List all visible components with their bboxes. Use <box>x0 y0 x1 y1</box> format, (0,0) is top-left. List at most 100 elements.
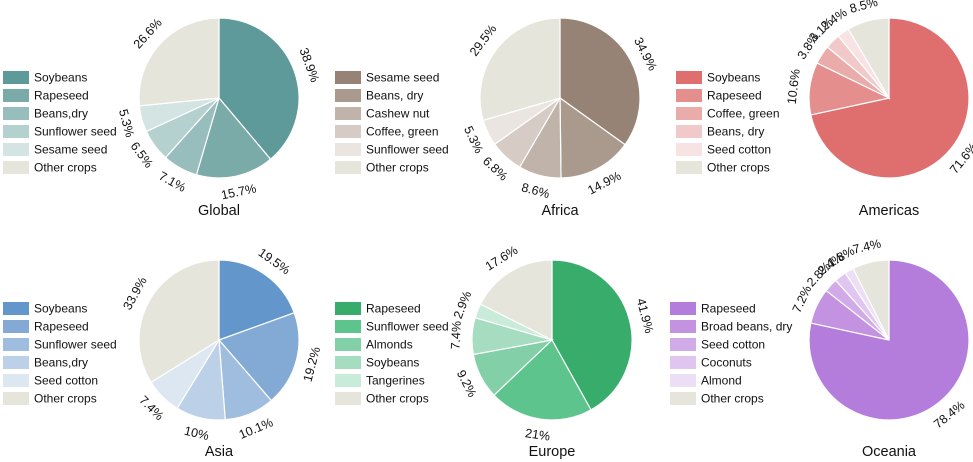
legend: Rapeseed Broad beans, dry Seed cotton Cocon… <box>670 302 792 406</box>
slice-percent-label-almonds: 9.2% <box>454 368 479 400</box>
legend-swatch-seed-cotton <box>3 374 29 387</box>
legend: Rapeseed Sunflower seed Almonds Soybeans Tan… <box>335 302 449 406</box>
pie-panel-global: 38.9%15.7%7.1%6.5%5.3%26.6%SoybeansRapes… <box>3 16 322 219</box>
legend-label-soybeans: Soybeans <box>366 356 419 370</box>
slice-percent-label-other-crops: 7.4% <box>851 237 882 257</box>
legend-swatch-other-crops <box>335 161 361 174</box>
legend: Soybeans Rapeseed Sunflower seed Beans,dry S… <box>3 302 117 406</box>
legend-label-rapeseed: Rapeseed <box>366 302 421 316</box>
legend-swatch-cashew-nut <box>335 107 361 120</box>
legend-swatch-rapeseed <box>676 89 702 102</box>
chart-title: Asia <box>205 444 234 460</box>
legend-label-seed-cotton: Seed cotton <box>34 374 98 388</box>
legend-label-soybeans: Soybeans <box>707 71 760 85</box>
pie-slice-other-crops <box>138 17 220 107</box>
slice-percent-label-other-crops: 33.9% <box>120 275 149 313</box>
slice-percent-label-sunflower-seed: 5.3% <box>461 124 486 156</box>
slice-percent-label-soybeans: 38.9% <box>297 46 322 84</box>
legend-label-rapeseed: Rapeseed <box>707 89 762 103</box>
legend-label-rapeseed: Rapeseed <box>34 320 89 334</box>
legend-label-sunflower-seed: Sunflower seed <box>34 338 117 352</box>
legend: Soybeans Rapeseed Beans,dry Sunflower seed S… <box>3 71 117 175</box>
legend-swatch-soybeans <box>335 356 361 369</box>
legend-swatch-beans-dry <box>3 107 29 120</box>
pie-slice-other-crops <box>852 259 890 341</box>
pie-panel-asia: 19.5%19.2%10.1%10%7.4%33.9%SoybeansRapes… <box>3 245 323 460</box>
slice-percent-label-tangerines: 2.9% <box>451 289 474 321</box>
pie-slice-soybeans <box>218 17 300 161</box>
legend-label-seed-cotton: Seed cotton <box>707 143 771 157</box>
slice-percent-label-soybeans: 7.4% <box>448 321 463 350</box>
legend-swatch-rapeseed <box>3 320 29 333</box>
slice-percent-label-sesame-seed: 5.3% <box>116 108 137 139</box>
legend-swatch-coffee-green <box>335 125 361 138</box>
pie-slice-rapeseed <box>551 259 633 411</box>
legend-swatch-other-crops <box>670 392 696 405</box>
legend-swatch-beans-dry <box>676 125 702 138</box>
chart-title: Oceania <box>862 444 917 460</box>
legend-label-rapeseed: Rapeseed <box>34 89 89 103</box>
pie-slice-sunflower-seed <box>493 339 592 421</box>
legend-label-seed-cotton: Seed cotton <box>701 338 765 352</box>
slice-percent-label-beans-dry: 7.1% <box>156 169 188 195</box>
legend-swatch-soybeans <box>3 71 29 84</box>
legend-label-broad-beans-dry: Broad beans, dry <box>701 320 792 334</box>
legend-label-sesame-seed: Sesame seed <box>34 143 107 157</box>
legend: Sesame seed Beans, dry Cashew nut Coffee, g… <box>335 71 449 175</box>
legend-label-soybeans: Soybeans <box>34 71 87 85</box>
legend-label-almond: Almond <box>701 374 742 388</box>
legend-swatch-coconuts <box>670 356 696 369</box>
legend-swatch-soybeans <box>676 71 702 84</box>
pie-panel-africa: 34.9%14.9%8.6%6.8%5.3%29.5%Sesame seedBe… <box>335 17 660 219</box>
legend-label-coconuts: Coconuts <box>701 356 752 370</box>
legend-label-beans-dry: Beans, dry <box>707 125 764 139</box>
legend-label-rapeseed: Rapeseed <box>701 302 756 316</box>
legend-label-coffee-green: Coffee, green <box>707 107 780 121</box>
slice-percent-label-sesame-seed: 34.9% <box>631 35 660 73</box>
legend-label-other-crops: Other crops <box>366 161 429 175</box>
chart-title: Global <box>198 203 240 219</box>
slice-percent-label-cashew-nut: 8.6% <box>520 180 551 201</box>
slice-percent-label-coffee-green: 6.8% <box>480 154 510 184</box>
pie-slice-soybeans <box>218 259 296 341</box>
legend-swatch-other-crops <box>3 392 29 405</box>
legend-label-other-crops: Other crops <box>34 161 97 175</box>
chart-title: Europe <box>529 444 576 460</box>
legend-swatch-seed-cotton <box>676 143 702 156</box>
pie-slice-sesame-seed <box>559 17 641 146</box>
legend-label-tangerines: Tangerines <box>366 374 425 388</box>
pie-slice-beans-dry <box>559 96 626 179</box>
legend-label-sunflower-seed: Sunflower seed <box>366 143 449 157</box>
pie-slice-other-crops <box>479 259 553 341</box>
legend-swatch-other-crops <box>3 161 29 174</box>
slice-percent-label-other-crops: 8.5% <box>848 0 879 16</box>
legend-label-other-crops: Other crops <box>34 392 97 406</box>
legend-swatch-broad-beans-dry <box>670 320 696 333</box>
legend-label-other-crops: Other crops <box>366 392 429 406</box>
legend-swatch-other-crops <box>676 161 702 174</box>
legend-label-other-crops: Other crops <box>707 161 770 175</box>
pie-slice-rapeseed <box>217 312 300 402</box>
legend-swatch-sunflower-seed <box>3 338 29 351</box>
pie-panel-europe: 41.9%21%9.2%7.4%2.9%17.6%RapeseedSunflow… <box>335 243 656 460</box>
slice-percent-label-sunflower-seed: 21% <box>524 426 551 444</box>
legend-label-almonds: Almonds <box>366 338 413 352</box>
slice-percent-label-beans-dry: 14.9% <box>585 169 623 198</box>
legend-swatch-sesame-seed <box>3 143 29 156</box>
legend-label-sunflower-seed: Sunflower seed <box>34 125 117 139</box>
legend-label-beans-dry: Beans,dry <box>34 356 88 370</box>
legend-swatch-other-crops <box>335 392 361 405</box>
legend-label-cashew-nut: Cashew nut <box>366 107 430 121</box>
slice-percent-label-seed-cotton: 2.4% <box>818 5 849 33</box>
legend-label-other-crops: Other crops <box>701 392 764 406</box>
legend-swatch-sunflower-seed <box>335 143 361 156</box>
slice-percent-label-rapeseed: 41.9% <box>634 297 656 335</box>
legend-label-beans-dry: Beans, dry <box>366 89 423 103</box>
legend-swatch-rapeseed <box>670 302 696 315</box>
slice-percent-label-broad-beans-dry: 7.2% <box>790 283 815 315</box>
slice-percent-label-sunflower-seed: 6.5% <box>128 139 156 170</box>
legend-swatch-seed-cotton <box>670 338 696 351</box>
pie-slice-other-crops <box>138 259 220 384</box>
